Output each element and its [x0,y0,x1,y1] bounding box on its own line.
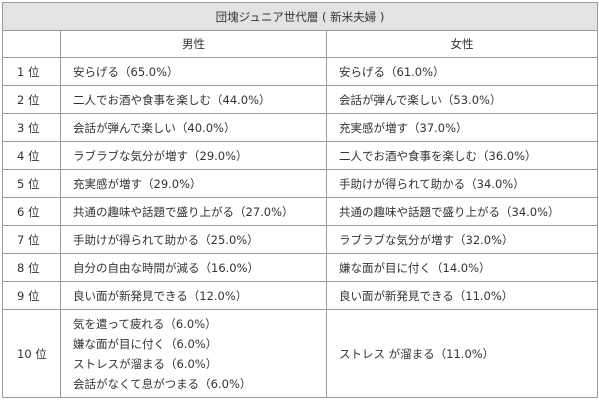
table-row: 8 位自分の自由な時間が減る（16.0%） 嫌な面が目に付く（14.0%） [2,253,598,282]
table-row: 2 位二人でお酒や食事を楽しむ（44.0%） 会話が弾んで楽しい（53.0%） [2,85,598,114]
male-item: 嫌な面が目に付く（6.0%） [73,336,218,351]
rank-header [2,30,61,58]
rank-cell: 7 位 [2,225,61,254]
header-row: 男性 女性 [2,30,598,58]
male-item: ストレスが溜まる（6.0%） [73,356,218,371]
male-cell: 共通の趣味や話題で盛り上がる（27.0%） [60,197,327,226]
rank-cell: 3 位 [2,113,61,142]
table-title: 団塊ジュニア世代層 ( 新米夫婦 ) [2,2,598,31]
male-cell: 気を遣って疲れる（6.0%） 嫌な面が目に付く（6.0%） ストレスが溜まる（6… [60,309,327,398]
male-cell: 会話が弾んで楽しい（40.0%） [60,113,327,142]
female-cell: 会話が弾んで楽しい（53.0%） [326,85,598,114]
female-header: 女性 [326,30,598,58]
male-item: 会話がなくて息がつまる（6.0%） [73,376,252,391]
male-cell: 良い面が新発見できる（12.0%） [60,281,327,310]
rank-cell: 10 位 [2,309,61,398]
male-cell: 手助けが得られて助かる（25.0%） [60,225,327,254]
female-cell: 充実感が増す（37.0%） [326,113,598,142]
table-row: 5 位充実感が増す（29.0%） 手助けが得られて助かる（34.0%） [2,169,598,198]
rank-cell: 1 位 [2,57,61,86]
male-cell: ラブラブな気分が増す（29.0%） [60,141,327,170]
table-row: 7 位手助けが得られて助かる（25.0%） ラブラブな気分が増す（32.0%） [2,225,598,254]
table-row: 3 位会話が弾んで楽しい（40.0%） 充実感が増す（37.0%） [2,113,598,142]
male-cell: 二人でお酒や食事を楽しむ（44.0%） [60,85,327,114]
male-cell: 充実感が増す（29.0%） [60,169,327,198]
rank-cell: 9 位 [2,281,61,310]
ranking-rows: 1 位安らげる（65.0%） 安らげる（61.0%） 2 位二人でお酒や食事を楽しむ… [2,57,598,310]
male-cell: 自分の自由な時間が減る（16.0%） [60,253,327,282]
title-row: 団塊ジュニア世代層 ( 新米夫婦 ) [2,2,598,31]
female-cell: 共通の趣味や話題で盛り上がる（34.0%） [326,197,598,226]
female-cell: 嫌な面が目に付く（14.0%） [326,253,598,282]
female-cell: ラブラブな気分が増す（32.0%） [326,225,598,254]
rank-cell: 8 位 [2,253,61,282]
female-cell: 二人でお酒や食事を楽しむ（36.0%） [326,141,598,170]
table-row: 1 位安らげる（65.0%） 安らげる（61.0%） [2,57,598,86]
male-cell: 安らげる（65.0%） [60,57,327,86]
rank-cell: 4 位 [2,141,61,170]
male-header: 男性 [60,30,327,58]
table-row: 6 位共通の趣味や話題で盛り上がる（27.0%） 共通の趣味や話題で盛り上がる（3… [2,197,598,226]
ranking-table: 団塊ジュニア世代層 ( 新米夫婦 ) 男性 女性 1 位安らげる（65.0%）安… [2,2,598,398]
rank-cell: 2 位 [2,85,61,114]
female-cell: 良い面が新発見できる（11.0%） [326,281,598,310]
rank-cell: 5 位 [2,169,61,198]
female-cell: ストレス が溜まる（11.0%） [326,309,598,398]
female-cell: 安らげる（61.0%） [326,57,598,86]
table-row: 10 位 気を遣って疲れる（6.0%） 嫌な面が目に付く（6.0%） ストレスが… [2,309,598,398]
table-row: 4 位ラブラブな気分が増す（29.0%） 二人でお酒や食事を楽しむ（36.0%） [2,141,598,170]
female-cell: 手助けが得られて助かる（34.0%） [326,169,598,198]
table-row: 9 位良い面が新発見できる（12.0%） 良い面が新発見できる（11.0%） [2,281,598,310]
male-item: 気を遣って疲れる（6.0%） [73,316,217,331]
rank-cell: 6 位 [2,197,61,226]
